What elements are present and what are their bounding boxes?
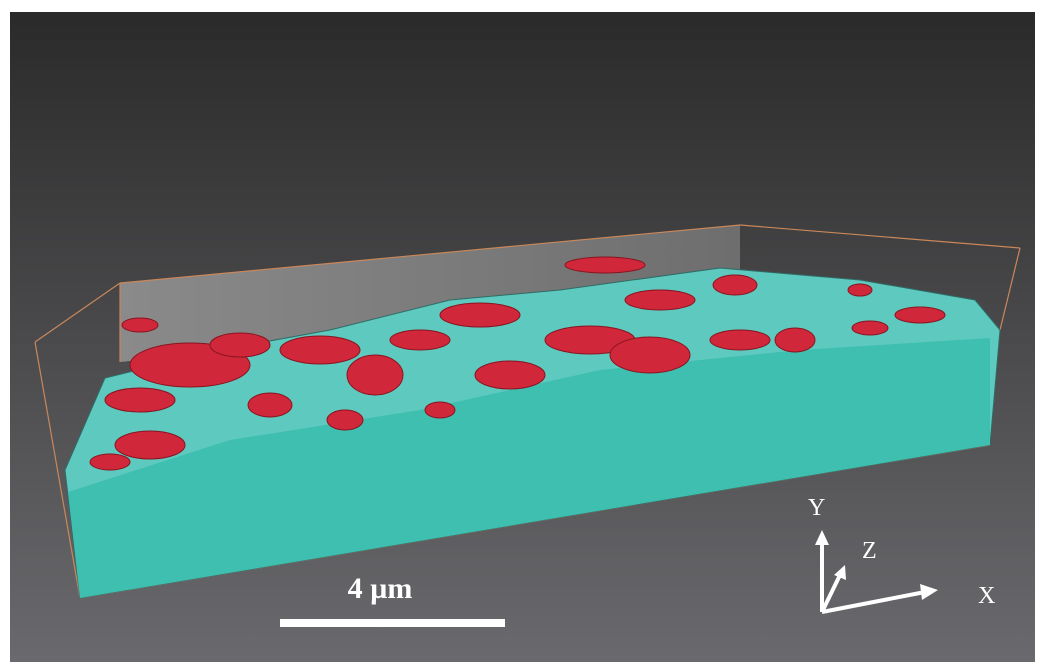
axis-label-y: Y bbox=[808, 495, 825, 521]
axis-label-z: Z bbox=[862, 538, 877, 564]
scale-label: 4 µm bbox=[348, 572, 413, 605]
rendering: 4 µm Y Z X bbox=[0, 0, 1041, 667]
axis-label-x: X bbox=[978, 583, 995, 609]
